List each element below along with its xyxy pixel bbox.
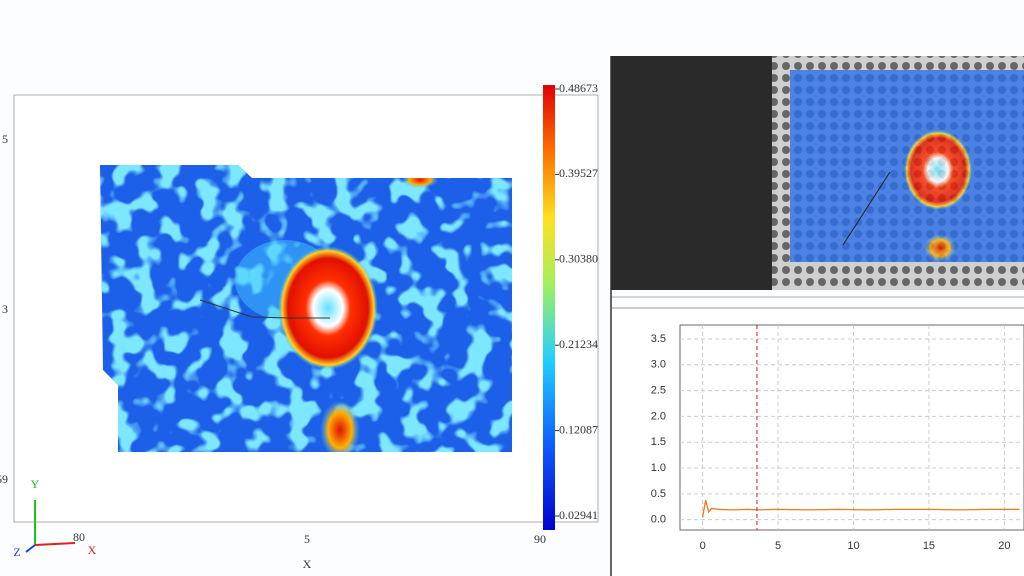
colorbar-tick-label: 0.39527 — [559, 166, 598, 180]
camera-shadow — [611, 56, 781, 290]
x-tick-label: 10 — [847, 540, 859, 552]
y-tick-label: 3 — [2, 302, 8, 316]
y-tick-label: 1.5 — [651, 436, 666, 448]
probe-line — [199, 299, 330, 319]
y-tick-label: 3.0 — [651, 359, 666, 371]
colorbar — [543, 85, 555, 530]
y-tick-label: 0.0 — [651, 514, 666, 526]
series-line — [701, 499, 1020, 518]
y-tick-label: 1.0 — [651, 462, 666, 474]
y-tick-label: 3.5 — [651, 333, 666, 345]
x-axis-label: X — [303, 557, 312, 571]
plot-frame — [679, 324, 1024, 531]
colorbar-tick-label: 0.30380 — [559, 252, 598, 266]
y-tick-label: 2.5 — [651, 384, 666, 396]
y-tick-label: 0.5 — [651, 488, 666, 500]
strain-field — [100, 165, 512, 452]
colorbar-tick-label: 0.48673 — [559, 81, 598, 95]
x-tick-label: 90 — [534, 532, 546, 546]
x-tick-label: 0 — [700, 540, 706, 552]
plot-area — [701, 325, 1020, 530]
colorbar-tick-label: 0.12087 — [559, 422, 598, 436]
y-tick-label: 2.0 — [651, 410, 666, 422]
x-tick-label: 80 — [73, 530, 85, 544]
camera-overlay — [790, 70, 1024, 262]
probe-line — [842, 171, 891, 246]
triad-label: Z — [13, 545, 20, 559]
triad-label: Y — [31, 477, 40, 491]
colorbar-tick-label: 0.02941 — [559, 508, 598, 522]
x-tick-label: 5 — [775, 540, 781, 552]
axis-triad: Y X Z — [13, 477, 96, 559]
x-tick-label: 5 — [304, 532, 310, 546]
x-tick-label: 20 — [998, 540, 1010, 552]
triad-label: X — [88, 543, 97, 557]
x-tick-label: 15 — [923, 540, 935, 552]
y-tick-label: 59 — [0, 472, 8, 486]
colorbar-tick-label: 0.21234 — [559, 337, 598, 351]
y-tick-label: 5 — [2, 132, 8, 146]
